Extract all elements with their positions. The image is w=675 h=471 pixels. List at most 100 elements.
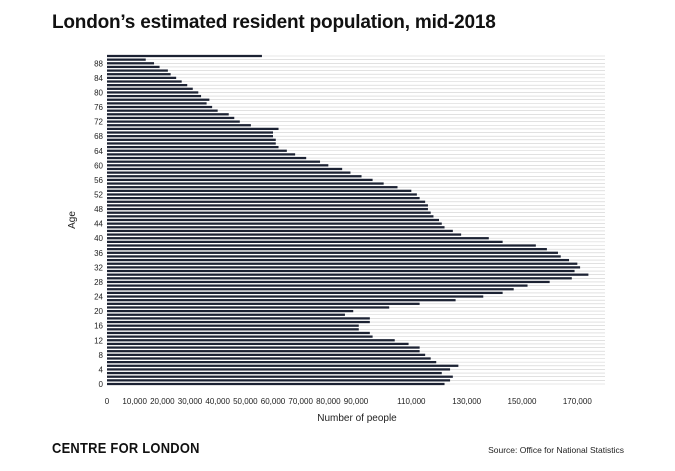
brand-logo: CENTRE FOR LONDON [52, 440, 200, 457]
y-tick-label: 32 [94, 263, 103, 272]
y-tick-label: 4 [99, 365, 104, 374]
y-tick-label: 12 [94, 336, 103, 345]
bar-age-21: 21: 102000 [107, 306, 390, 309]
bar-age-6: 6: 119000 [107, 361, 437, 364]
bar-age-63: 63: 68000 [107, 153, 296, 156]
x-tick-label: 90,000 [344, 397, 369, 406]
bar-age-58: 58: 88000 [107, 171, 351, 174]
bar-age-24: 24: 136000 [107, 295, 484, 298]
y-tick-label: 44 [94, 220, 103, 229]
y-axis-label: Age [67, 211, 78, 229]
y-tick-label: 76 [94, 103, 103, 112]
x-tick-label: 10,000 [122, 397, 147, 406]
x-tick-label: 70,000 [288, 397, 313, 406]
bar-age-67: 67: 61000 [107, 138, 276, 141]
bar-age-61: 61: 77000 [107, 160, 321, 163]
x-tick-label: 60,000 [261, 397, 286, 406]
bars: 0: 1220001: 1240002: 1250003: 1210004: 1… [107, 54, 589, 386]
bar-age-70: 70: 62000 [107, 127, 279, 131]
y-tick-label: 68 [94, 132, 103, 141]
x-tick-label: 0 [105, 397, 110, 406]
source-note: Source: Office for National Statistics [488, 445, 624, 455]
x-axis-ticks: 0 10,000 20,000 30,000 40,000 50,000 60,000 70,… [105, 397, 593, 406]
bar-age-45: 45: 120000 [107, 218, 439, 222]
bar-age-83: 83: 27000 [107, 80, 182, 83]
bar-age-48: 48: 116000 [107, 207, 428, 211]
bar-age-84: 84: 25000 [107, 76, 177, 79]
x-tick-label: 30,000 [178, 397, 203, 406]
x-tick-label: 110,000 [397, 397, 426, 406]
bar-age-77: 77: 36000 [107, 102, 207, 105]
bar-age-71: 71: 52000 [107, 124, 251, 127]
bar-age-36: 36: 163000 [107, 251, 558, 254]
bar-age-19: 19: 86000 [107, 313, 345, 316]
bar-age-33: 33: 170000 [107, 262, 578, 265]
chart-title: London’s estimated resident population, … [52, 12, 496, 33]
bar-age-23: 23: 126000 [107, 299, 456, 302]
bar-age-82: 82: 29000 [107, 84, 188, 87]
y-axis-ticks: 0481216202428323640444852566064687276808… [94, 59, 103, 389]
bar-age-55: 55: 100000 [107, 182, 384, 185]
bar-age-38: 38: 155000 [107, 244, 536, 247]
bar-age-17: 17: 95000 [107, 320, 370, 324]
bar-age-35: 35: 164000 [107, 255, 561, 258]
bar-age-34: 34: 167000 [107, 258, 570, 262]
bar-age-8: 8: 115000 [107, 353, 426, 356]
bar-age-32: 32: 171000 [107, 266, 581, 269]
bar-age-79: 79: 34000 [107, 94, 202, 98]
y-tick-label: 0 [99, 380, 104, 389]
bar-age-72: 72: 48000 [107, 120, 240, 123]
bar-age-10: 10: 113000 [107, 346, 420, 349]
y-tick-label: 40 [94, 234, 103, 243]
bar-age-59: 59: 85000 [107, 167, 343, 171]
bar-age-44: 44: 121000 [107, 222, 442, 225]
bar-age-1: 1: 124000 [107, 379, 451, 382]
bar-age-42: 42: 125000 [107, 229, 453, 233]
x-tick-label: 150,000 [508, 397, 537, 406]
y-tick-label: 80 [94, 88, 103, 97]
y-tick-label: 8 [99, 351, 104, 360]
bar-age-87: 87: 19000 [107, 65, 160, 69]
x-tick-label: 50,000 [233, 397, 258, 406]
bar-age-25: 25: 143000 [107, 291, 503, 295]
x-tick-label: 80,000 [316, 397, 341, 406]
bar-age-78: 78: 37000 [107, 98, 210, 101]
bar-age-11: 11: 109000 [107, 342, 409, 346]
bar-age-76: 76: 38000 [107, 105, 213, 109]
bar-age-16: 16: 91000 [107, 324, 359, 327]
bar-age-57: 57: 92000 [107, 175, 362, 178]
y-tick-label: 60 [94, 161, 103, 170]
bar-age-56: 56: 96000 [107, 178, 373, 182]
y-tick-label: 24 [94, 293, 103, 302]
bar-age-28: 28: 160000 [107, 280, 550, 284]
bar-age-18: 18: 95000 [107, 317, 370, 320]
bar-age-53: 53: 110000 [107, 189, 412, 192]
bar-age-4: 4: 124000 [107, 368, 451, 371]
x-tick-label: 130,000 [452, 397, 481, 406]
bar-age-31: 31: 169000 [107, 269, 575, 273]
bar-age-52: 52: 112000 [107, 193, 417, 196]
bar-age-15: 15: 91000 [107, 328, 359, 331]
bar-age-47: 47: 117000 [107, 211, 431, 214]
bar-age-62: 62: 72000 [107, 156, 307, 160]
x-tick-label: 20,000 [150, 397, 175, 406]
bar-age-86: 86: 22000 [107, 69, 168, 72]
x-tick-label: 40,000 [205, 397, 230, 406]
bar-age-49: 49: 116000 [107, 204, 428, 207]
y-tick-label: 72 [94, 118, 103, 127]
bar-age-22: 22: 113000 [107, 302, 420, 305]
y-tick-label: 20 [94, 307, 103, 316]
y-tick-label: 64 [94, 147, 103, 156]
bar-age-30: 30: 174000 [107, 273, 589, 276]
bar-age-27: 27: 152000 [107, 284, 528, 287]
bar-age-41: 41: 128000 [107, 233, 462, 236]
bar-age-5: 5: 127000 [107, 364, 459, 367]
bar-age-88: 88: 17000 [107, 62, 155, 65]
y-tick-label: 56 [94, 176, 103, 185]
bar-age-69: 69: 60000 [107, 131, 273, 134]
bar-age-73: 73: 46000 [107, 116, 235, 120]
bar-age-75: 75: 40000 [107, 109, 218, 112]
bar-age-64: 64: 65000 [107, 149, 287, 152]
bar-age-39: 39: 143000 [107, 240, 503, 243]
